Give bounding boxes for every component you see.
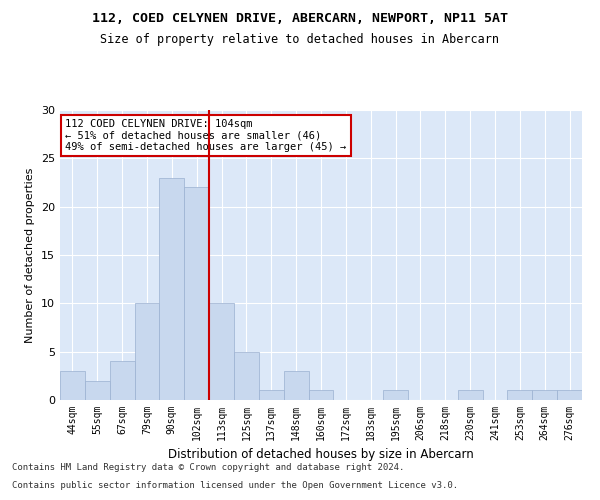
- Text: Size of property relative to detached houses in Abercarn: Size of property relative to detached ho…: [101, 32, 499, 46]
- Bar: [532, 390, 557, 400]
- Text: Contains HM Land Registry data © Crown copyright and database right 2024.: Contains HM Land Registry data © Crown c…: [12, 464, 404, 472]
- Bar: [284, 371, 308, 400]
- Bar: [234, 352, 259, 400]
- Bar: [184, 188, 209, 400]
- Bar: [508, 390, 532, 400]
- Bar: [259, 390, 284, 400]
- Bar: [160, 178, 184, 400]
- Text: 112 COED CELYNEN DRIVE: 104sqm
← 51% of detached houses are smaller (46)
49% of : 112 COED CELYNEN DRIVE: 104sqm ← 51% of …: [65, 118, 346, 152]
- Bar: [308, 390, 334, 400]
- Bar: [557, 390, 582, 400]
- Text: 112, COED CELYNEN DRIVE, ABERCARN, NEWPORT, NP11 5AT: 112, COED CELYNEN DRIVE, ABERCARN, NEWPO…: [92, 12, 508, 26]
- Bar: [134, 304, 160, 400]
- Bar: [110, 362, 134, 400]
- Bar: [85, 380, 110, 400]
- X-axis label: Distribution of detached houses by size in Abercarn: Distribution of detached houses by size …: [168, 448, 474, 462]
- Bar: [209, 304, 234, 400]
- Bar: [60, 371, 85, 400]
- Bar: [458, 390, 482, 400]
- Bar: [383, 390, 408, 400]
- Text: Contains public sector information licensed under the Open Government Licence v3: Contains public sector information licen…: [12, 481, 458, 490]
- Y-axis label: Number of detached properties: Number of detached properties: [25, 168, 35, 342]
